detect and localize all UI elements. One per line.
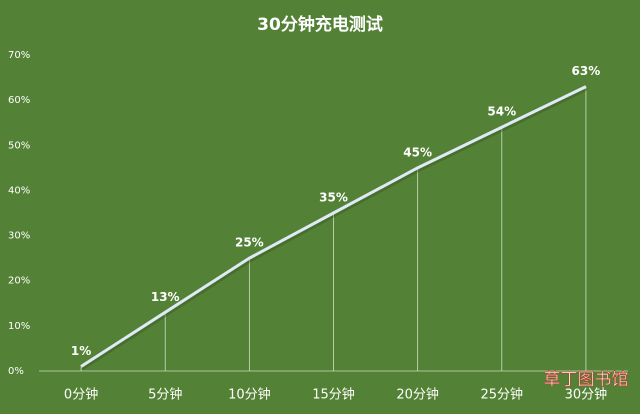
data-label: 1% bbox=[71, 344, 91, 358]
data-label: 54% bbox=[487, 105, 516, 119]
y-tick-label: 0% bbox=[8, 366, 24, 377]
data-label: 13% bbox=[151, 290, 180, 304]
y-tick-label: 50% bbox=[8, 140, 30, 151]
y-tick-label: 10% bbox=[8, 321, 30, 332]
y-tick-label: 40% bbox=[8, 185, 30, 196]
y-tick-label: 20% bbox=[8, 276, 30, 287]
data-label: 25% bbox=[235, 236, 264, 250]
y-tick-label: 30% bbox=[8, 231, 30, 242]
x-tick-label: 25分钟 bbox=[481, 387, 524, 403]
data-label: 63% bbox=[572, 64, 601, 78]
x-tick-label: 5分钟 bbox=[148, 387, 182, 403]
x-tick-label: 15分钟 bbox=[312, 387, 355, 403]
data-label: 45% bbox=[403, 145, 432, 159]
watermark: 草丁图书馆 bbox=[544, 370, 629, 390]
y-tick-label: 60% bbox=[8, 95, 30, 106]
x-tick-label: 0分钟 bbox=[64, 387, 98, 403]
chart-title: 30分钟充电测试 bbox=[257, 14, 383, 35]
y-tick-label: 70% bbox=[8, 50, 30, 61]
line bbox=[80, 85, 587, 368]
x-tick-label: 10分钟 bbox=[228, 387, 271, 403]
data-label: 35% bbox=[319, 191, 348, 205]
x-tick-label: 20分钟 bbox=[396, 387, 439, 403]
x-tick-label: 30分钟 bbox=[565, 387, 608, 403]
line-shadow bbox=[80, 86, 588, 371]
